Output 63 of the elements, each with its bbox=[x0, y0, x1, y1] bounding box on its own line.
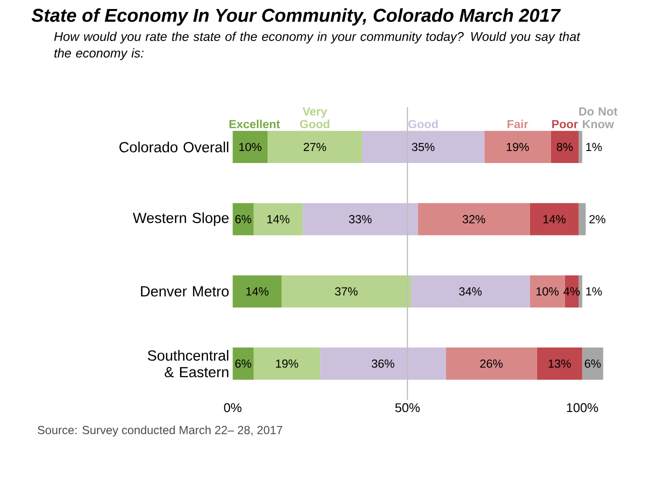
data-label: 8% bbox=[556, 142, 573, 151]
data-label: 14% bbox=[246, 287, 268, 296]
x-tick-label: 100% bbox=[566, 403, 598, 412]
bar bbox=[536, 347, 582, 380]
bar bbox=[302, 202, 418, 236]
data-label: 6% bbox=[235, 214, 252, 224]
data-label: 10% bbox=[536, 287, 559, 296]
bar bbox=[268, 130, 362, 163]
series-label: Fair bbox=[508, 119, 528, 128]
bar bbox=[578, 130, 582, 163]
data-label: 36% bbox=[372, 359, 394, 368]
bar bbox=[550, 130, 579, 163]
bar bbox=[446, 347, 537, 380]
bar bbox=[530, 202, 579, 236]
data-label: 32% bbox=[462, 214, 486, 224]
data-label: 14% bbox=[543, 214, 566, 224]
bar bbox=[232, 275, 282, 308]
data-label: 19% bbox=[276, 359, 298, 368]
y-tick-label: Southcentral & Eastern bbox=[148, 350, 228, 378]
bar bbox=[484, 130, 551, 163]
data-label: 26% bbox=[480, 359, 503, 368]
data-label: 14% bbox=[267, 214, 290, 224]
bar bbox=[282, 275, 411, 308]
series-label: Excellent bbox=[230, 119, 280, 128]
x-tick-label: 50% bbox=[395, 403, 420, 412]
y-tick-label: Colorado Overall bbox=[119, 141, 228, 152]
bar bbox=[232, 202, 254, 236]
data-label: 27% bbox=[304, 142, 326, 151]
data-label: 33% bbox=[349, 214, 372, 224]
bar bbox=[232, 130, 268, 163]
bar bbox=[232, 347, 254, 380]
data-label: 19% bbox=[506, 142, 529, 151]
bar bbox=[582, 347, 604, 380]
data-label: 1% bbox=[586, 287, 602, 296]
bar bbox=[254, 347, 320, 380]
x-tick-label: 0% bbox=[224, 403, 242, 412]
data-label: 37% bbox=[335, 287, 358, 296]
data-label: 1% bbox=[586, 142, 602, 151]
data-label: 10% bbox=[239, 142, 262, 151]
y-tick-label: Western Slope bbox=[132, 212, 229, 226]
bar bbox=[362, 130, 484, 163]
series-label: Poor bbox=[552, 120, 578, 128]
bar bbox=[410, 275, 530, 308]
bar bbox=[530, 275, 565, 308]
bar bbox=[578, 275, 582, 308]
data-label: 13% bbox=[548, 359, 571, 368]
series-label: Good bbox=[408, 119, 438, 128]
data-label: 6% bbox=[235, 359, 252, 368]
data-label: 4% bbox=[564, 287, 580, 296]
y-tick-label: Denver Metro bbox=[141, 286, 229, 296]
source-note: Source: Survey conducted March 22– 28, 2017 bbox=[38, 425, 282, 436]
chart-subtitle: How would you rate the state of the economy in your community today? Would you say that the economy is: bbox=[54, 32, 580, 60]
bar bbox=[418, 202, 530, 236]
data-label: 35% bbox=[412, 142, 434, 151]
bar bbox=[578, 202, 586, 236]
bar bbox=[320, 347, 446, 380]
chart-title: State of Economy In Your Community, Colorado March 2017 bbox=[32, 8, 561, 26]
series-label: Do Not Know bbox=[579, 107, 618, 128]
data-label: 2% bbox=[589, 214, 606, 224]
data-label: 6% bbox=[584, 359, 601, 368]
series-label: Very Good bbox=[300, 107, 330, 128]
data-label: 34% bbox=[459, 287, 482, 296]
bar bbox=[254, 202, 303, 236]
